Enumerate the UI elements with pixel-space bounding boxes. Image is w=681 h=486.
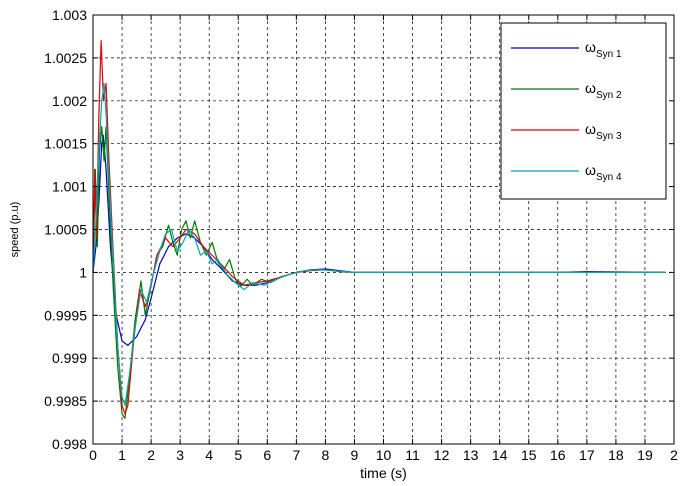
y-tick-label: 1.001 [52,179,87,195]
x-tick-label: 2 [670,447,678,463]
y-tick-label: 1.0015 [44,136,87,152]
legend-subscript: Syn 4 [596,172,622,183]
x-tick-label: 15 [521,447,537,463]
series-line-syn-4 [92,83,666,406]
y-tick-label: 1.002 [52,93,87,109]
series-lines [92,40,666,419]
legend-omega-symbol: ω [585,39,596,55]
legend-subscript: Syn 2 [596,90,622,101]
y-axis-label: speed (p.u) [9,202,21,258]
legend-entry-label: ωSyn 3 [585,121,622,142]
legend-subscript: Syn 3 [596,131,622,142]
x-tick-label: 2 [147,447,155,463]
x-tick-label: 5 [234,447,242,463]
x-tick-label: 6 [263,447,271,463]
x-tick-label: 16 [550,447,566,463]
legend-omega-symbol: ω [585,80,596,96]
y-tick-label: 0.9985 [44,393,87,409]
x-tick-label: 0 [89,447,97,463]
x-tick-label: 11 [405,447,420,463]
x-tick-label: 12 [434,447,450,463]
legend-omega-symbol: ω [585,162,596,178]
legend-entry-label: ωSyn 4 [585,162,622,183]
axis-ticks: 0 1 2 3 4 5 6 7 8 9 10 11 12 13 14 15 16 17 18 19 20.9980.99… [44,7,678,463]
x-tick-label: 13 [463,447,479,463]
legend-box [500,22,667,200]
x-tick-label: 9 [351,447,359,463]
x-tick-label: 3 [176,447,184,463]
x-tick-label: 19 [637,447,653,463]
x-tick-label: 17 [579,447,595,463]
legend-entry-label: ωSyn 1 [585,39,622,60]
x-tick-label: 4 [205,447,213,463]
y-tick-label: 0.999 [52,350,87,366]
legend-entry-label: ωSyn 2 [585,80,622,101]
y-tick-label: 1 [79,264,87,280]
legend-omega-symbol: ω [585,121,596,137]
y-tick-label: 0.9995 [44,307,87,323]
x-axis-label: time (s) [360,465,407,481]
x-tick-label: 18 [608,447,624,463]
x-tick-label: 10 [376,447,392,463]
x-tick-label: 7 [292,447,300,463]
y-tick-label: 0.998 [52,436,87,452]
x-tick-label: 1 [118,447,126,463]
x-tick-label: 8 [322,447,330,463]
y-tick-label: 1.0005 [44,222,87,238]
legend-subscript: Syn 1 [596,49,622,60]
x-tick-label: 14 [492,447,508,463]
y-tick-label: 1.0025 [44,50,87,66]
y-tick-label: 1.003 [52,7,87,23]
